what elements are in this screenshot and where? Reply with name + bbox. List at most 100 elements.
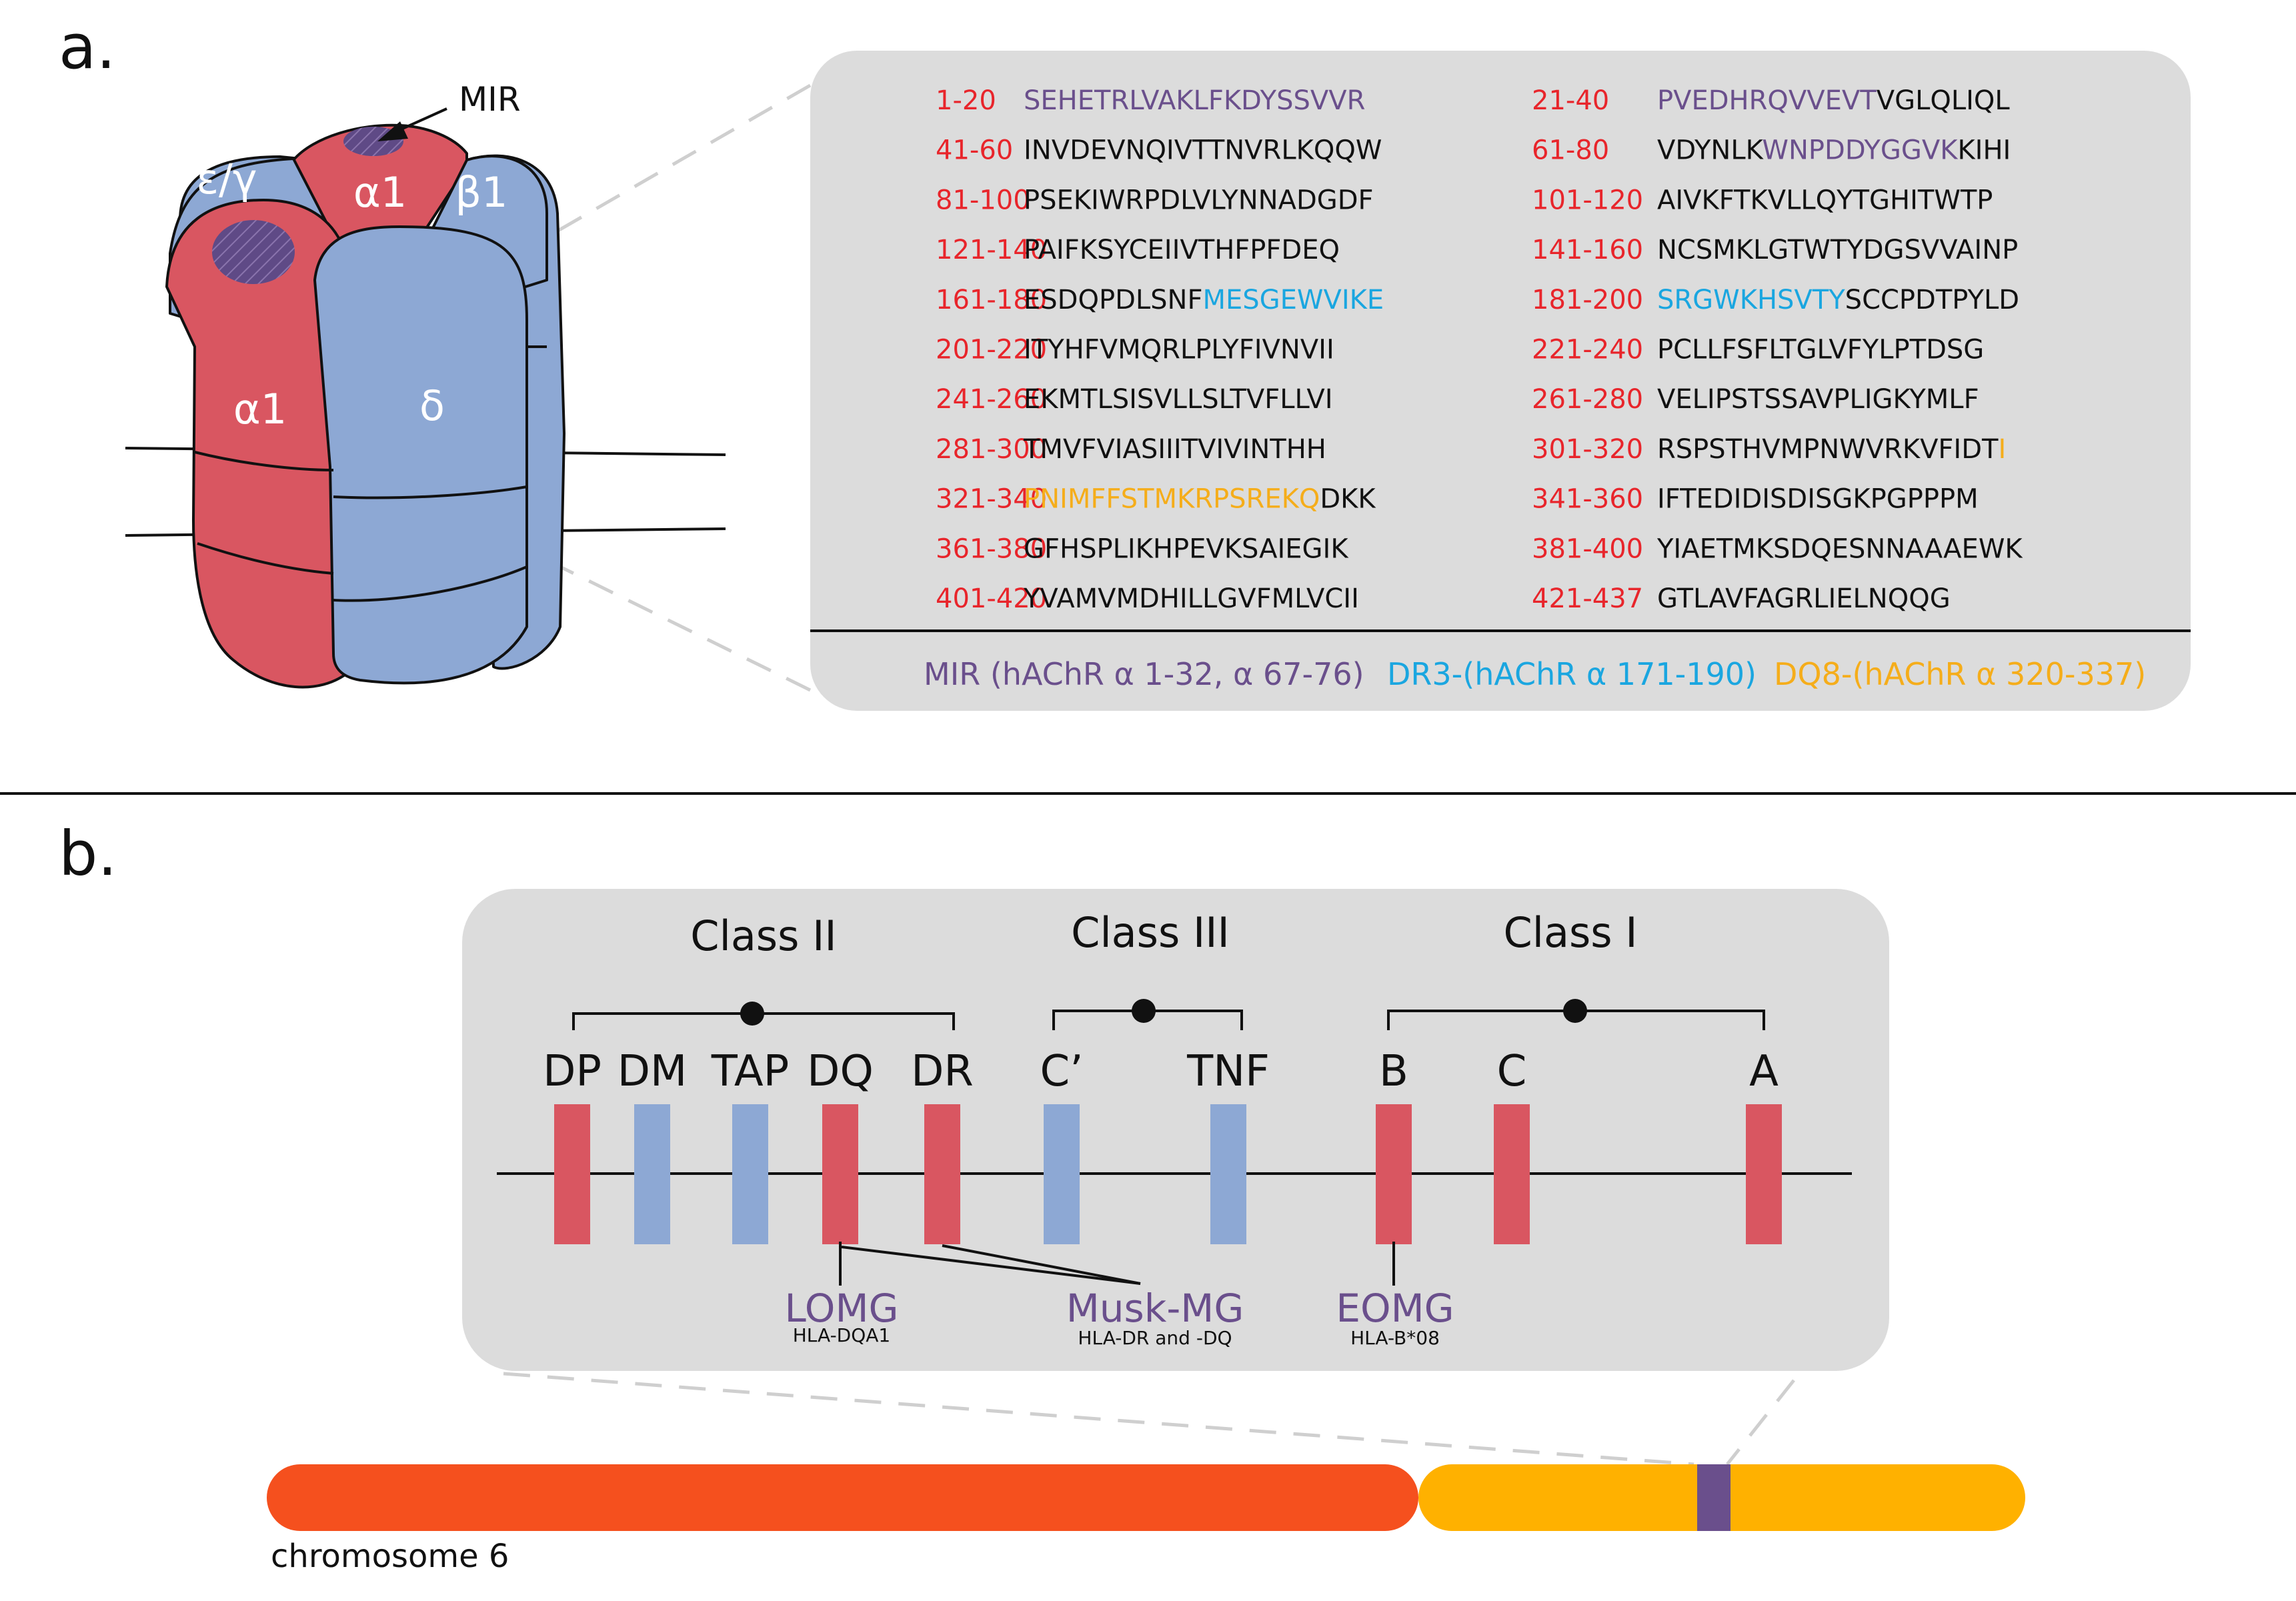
sequence-segment-plain: PSEKIWRPDLVLYNNADGDF xyxy=(1024,185,1374,215)
class-label-i: Class I xyxy=(1503,908,1637,957)
association-eomg-sub: HLA-B*08 xyxy=(1350,1327,1440,1349)
sequence-text: GTLAVFAGRLIELNQQG xyxy=(1657,583,1951,614)
class-label-ii: Class II xyxy=(690,912,836,960)
association-lines xyxy=(839,1242,1395,1286)
sequence-range: 281-300 xyxy=(936,434,1047,465)
sequence-segment-plain: KIHI xyxy=(1957,135,2011,166)
sequence-text: PSEKIWRPDLVLYNNADGDF xyxy=(1024,185,1374,215)
association-lomg: LOMG xyxy=(785,1286,899,1331)
subunit-label-beta1: β1 xyxy=(455,168,507,217)
gene-bar-1 xyxy=(634,1104,670,1244)
sequence-segment-dq8: I xyxy=(1998,434,2006,465)
sequence-range: 381-400 xyxy=(1532,533,1643,564)
sequence-segment-plain: INVDEVNQIVTTNVRLKQQW xyxy=(1024,135,1382,166)
sequence-text: IFTEDIDISDISGKPGPPPM xyxy=(1657,484,1979,515)
class-label-iii: Class III xyxy=(1071,908,1230,957)
sequence-range: 321-340 xyxy=(936,484,1047,515)
sequence-segment-plain: RSPSTHVMPNWVRKVFIDT xyxy=(1657,434,1999,465)
sequence-range: 41-60 xyxy=(936,135,1013,166)
sequence-text: ITYHFVMQRLPLYFIVNVII xyxy=(1024,335,1334,365)
subunit-label-delta: δ xyxy=(419,381,445,430)
sequence-text: PCLLFSFLTGLVFYLPTDSG xyxy=(1657,335,1984,365)
sequence-segment-plain: EKMTLSISVLLSLTVFLLVI xyxy=(1024,384,1333,415)
sequence-segment-plain: VGLQLIQL xyxy=(1877,85,2011,116)
sequence-range: 61-80 xyxy=(1532,135,1609,166)
gene-label-9: A xyxy=(1749,1047,1779,1096)
gene-label-7: B xyxy=(1379,1047,1408,1096)
legend-mir: MIR (hAChR α 1-32, α 67-76) xyxy=(924,656,1364,692)
gene-label-6: TNF xyxy=(1186,1047,1270,1096)
sequence-text: VELIPSTSSAVPLIGKYMLF xyxy=(1657,384,1979,415)
sequence-segment-dq8: PNIMFFSTMKRPSREKQ xyxy=(1024,484,1320,515)
class-labels: Class II Class III Class I xyxy=(690,908,1637,960)
panel-a-label: a. xyxy=(59,11,116,83)
sequence-range: 221-240 xyxy=(1532,335,1643,365)
sequence-text: NCSMKLGTWTYDGSVVAINP xyxy=(1657,235,2018,265)
sequence-text: TMVFVIASIIITVIVINTHH xyxy=(1023,434,1326,465)
sequence-text: SEHETRLVAKLFKDYSSVVR xyxy=(1024,85,1365,116)
sequence-segment-plain: VELIPSTSSAVPLIGKYMLF xyxy=(1657,384,1979,415)
sequence-segment-plain: AIVKFTKVLLQYTGHITWTP xyxy=(1657,185,1993,215)
gene-bar-0 xyxy=(554,1104,590,1244)
subunit-label-alpha1-front: α1 xyxy=(233,385,287,433)
sequence-text: PNIMFFSTMKRPSREKQDKK xyxy=(1024,484,1376,515)
gene-bar-4 xyxy=(924,1104,960,1244)
gene-bar-9 xyxy=(1746,1104,1782,1244)
gene-bar-3 xyxy=(822,1104,858,1244)
gene-bar-8 xyxy=(1494,1104,1530,1244)
sequence-segment-plain: PCLLFSFLTGLVFYLPTDSG xyxy=(1657,335,1984,365)
sequence-segment-dr3: SRGWKHSVTY xyxy=(1657,285,1845,315)
sequence-text: YVAMVMDHILLGVFMLVCII xyxy=(1023,583,1359,614)
sequence-segment-plain: VDYNLK xyxy=(1657,135,1765,166)
sequence-text: INVDEVNQIVTTNVRLKQQW xyxy=(1024,135,1382,166)
sequence-range: 161-180 xyxy=(936,285,1047,315)
sequence-text: YIAETMKSDQESNNAAAEWK xyxy=(1656,533,2023,564)
sequence-text: PAIFKSYCEIIVTHFPFDEQ xyxy=(1024,235,1340,265)
sequence-segment-plain: YIAETMKSDQESNNAAAEWK xyxy=(1656,533,2023,564)
sequence-range: 101-120 xyxy=(1532,185,1643,215)
sequence-segment-plain: TMVFVIASIIITVIVINTHH xyxy=(1023,434,1326,465)
panel-b-label: b. xyxy=(59,818,117,890)
subunit-label-alpha1-top: α1 xyxy=(353,168,407,217)
sequence-text: ESDQPDLSNFMESGEWVIKE xyxy=(1024,285,1384,315)
association-eomg: EOMG xyxy=(1336,1286,1454,1331)
subunit-label-epsilon-gamma: ε/γ xyxy=(196,155,257,203)
association-musk-mg-sub: HLA-DR and -DQ xyxy=(1078,1327,1232,1349)
gene-bar-6 xyxy=(1210,1104,1246,1244)
sequence-range: 241-260 xyxy=(936,384,1047,415)
sequence-segment-plain: SCCPDTPYLD xyxy=(1845,285,2019,315)
gene-bar-2 xyxy=(732,1104,768,1244)
sequence-text: SRGWKHSVTYSCCPDTPYLD xyxy=(1657,285,2019,315)
gene-markers: DP DM TAP DQ DR C’ TNF B C A xyxy=(543,1047,1782,1244)
sequence-range: 141-160 xyxy=(1532,235,1643,265)
sequence-rows: 1-20 SEHETRLVAKLFKDYSSVVR 21-40 PVEDHRQVVEV… xyxy=(936,85,2023,614)
sequence-segment-mir: PVEDHRQVVEVT xyxy=(1657,85,1877,116)
gene-bar-7 xyxy=(1376,1104,1412,1244)
sequence-text: AIVKFTKVLLQYTGHITWTP xyxy=(1657,185,1993,215)
subunit-labels: ε/γ α1 β1 α1 δ xyxy=(196,155,507,433)
sequence-range: 401-420 xyxy=(936,583,1047,614)
gene-label-2: TAP xyxy=(711,1047,790,1096)
gene-label-5: C’ xyxy=(1040,1047,1083,1096)
mhc-panel xyxy=(462,889,1889,1371)
sequence-range: 181-200 xyxy=(1532,285,1643,315)
sequence-panel xyxy=(810,51,2191,711)
sequence-range: 1-20 xyxy=(936,85,996,116)
sequence-segment-plain: DKK xyxy=(1320,484,1376,515)
sequence-text: RSPSTHVMPNWVRKVFIDTI xyxy=(1657,434,2006,465)
mir-site-front xyxy=(212,220,295,284)
association-lomg-sub: HLA-DQA1 xyxy=(793,1324,891,1346)
gene-label-1: DM xyxy=(618,1047,688,1096)
sequence-segment-mir: WNPDDYGGVK xyxy=(1762,135,1959,166)
sequence-text: GFHSPLIKHPEVKSAIEGIK xyxy=(1024,533,1349,564)
sequence-range: 301-320 xyxy=(1532,434,1643,465)
legend-dq8: DQ8-(hAChR α 320-337) xyxy=(1774,656,2146,692)
association-musk-mg: Musk-MG xyxy=(1066,1286,1244,1331)
receptor-diagram xyxy=(165,123,565,689)
sequence-text: VDYNLKWNPDDYGGVKKIHI xyxy=(1657,135,2011,166)
sequence-range: 81-100 xyxy=(936,185,1030,215)
zoom-lines-b xyxy=(503,1372,1795,1466)
sequence-segment-plain: ESDQPDLSNF xyxy=(1024,285,1202,315)
sequence-range: 261-280 xyxy=(1532,384,1643,415)
